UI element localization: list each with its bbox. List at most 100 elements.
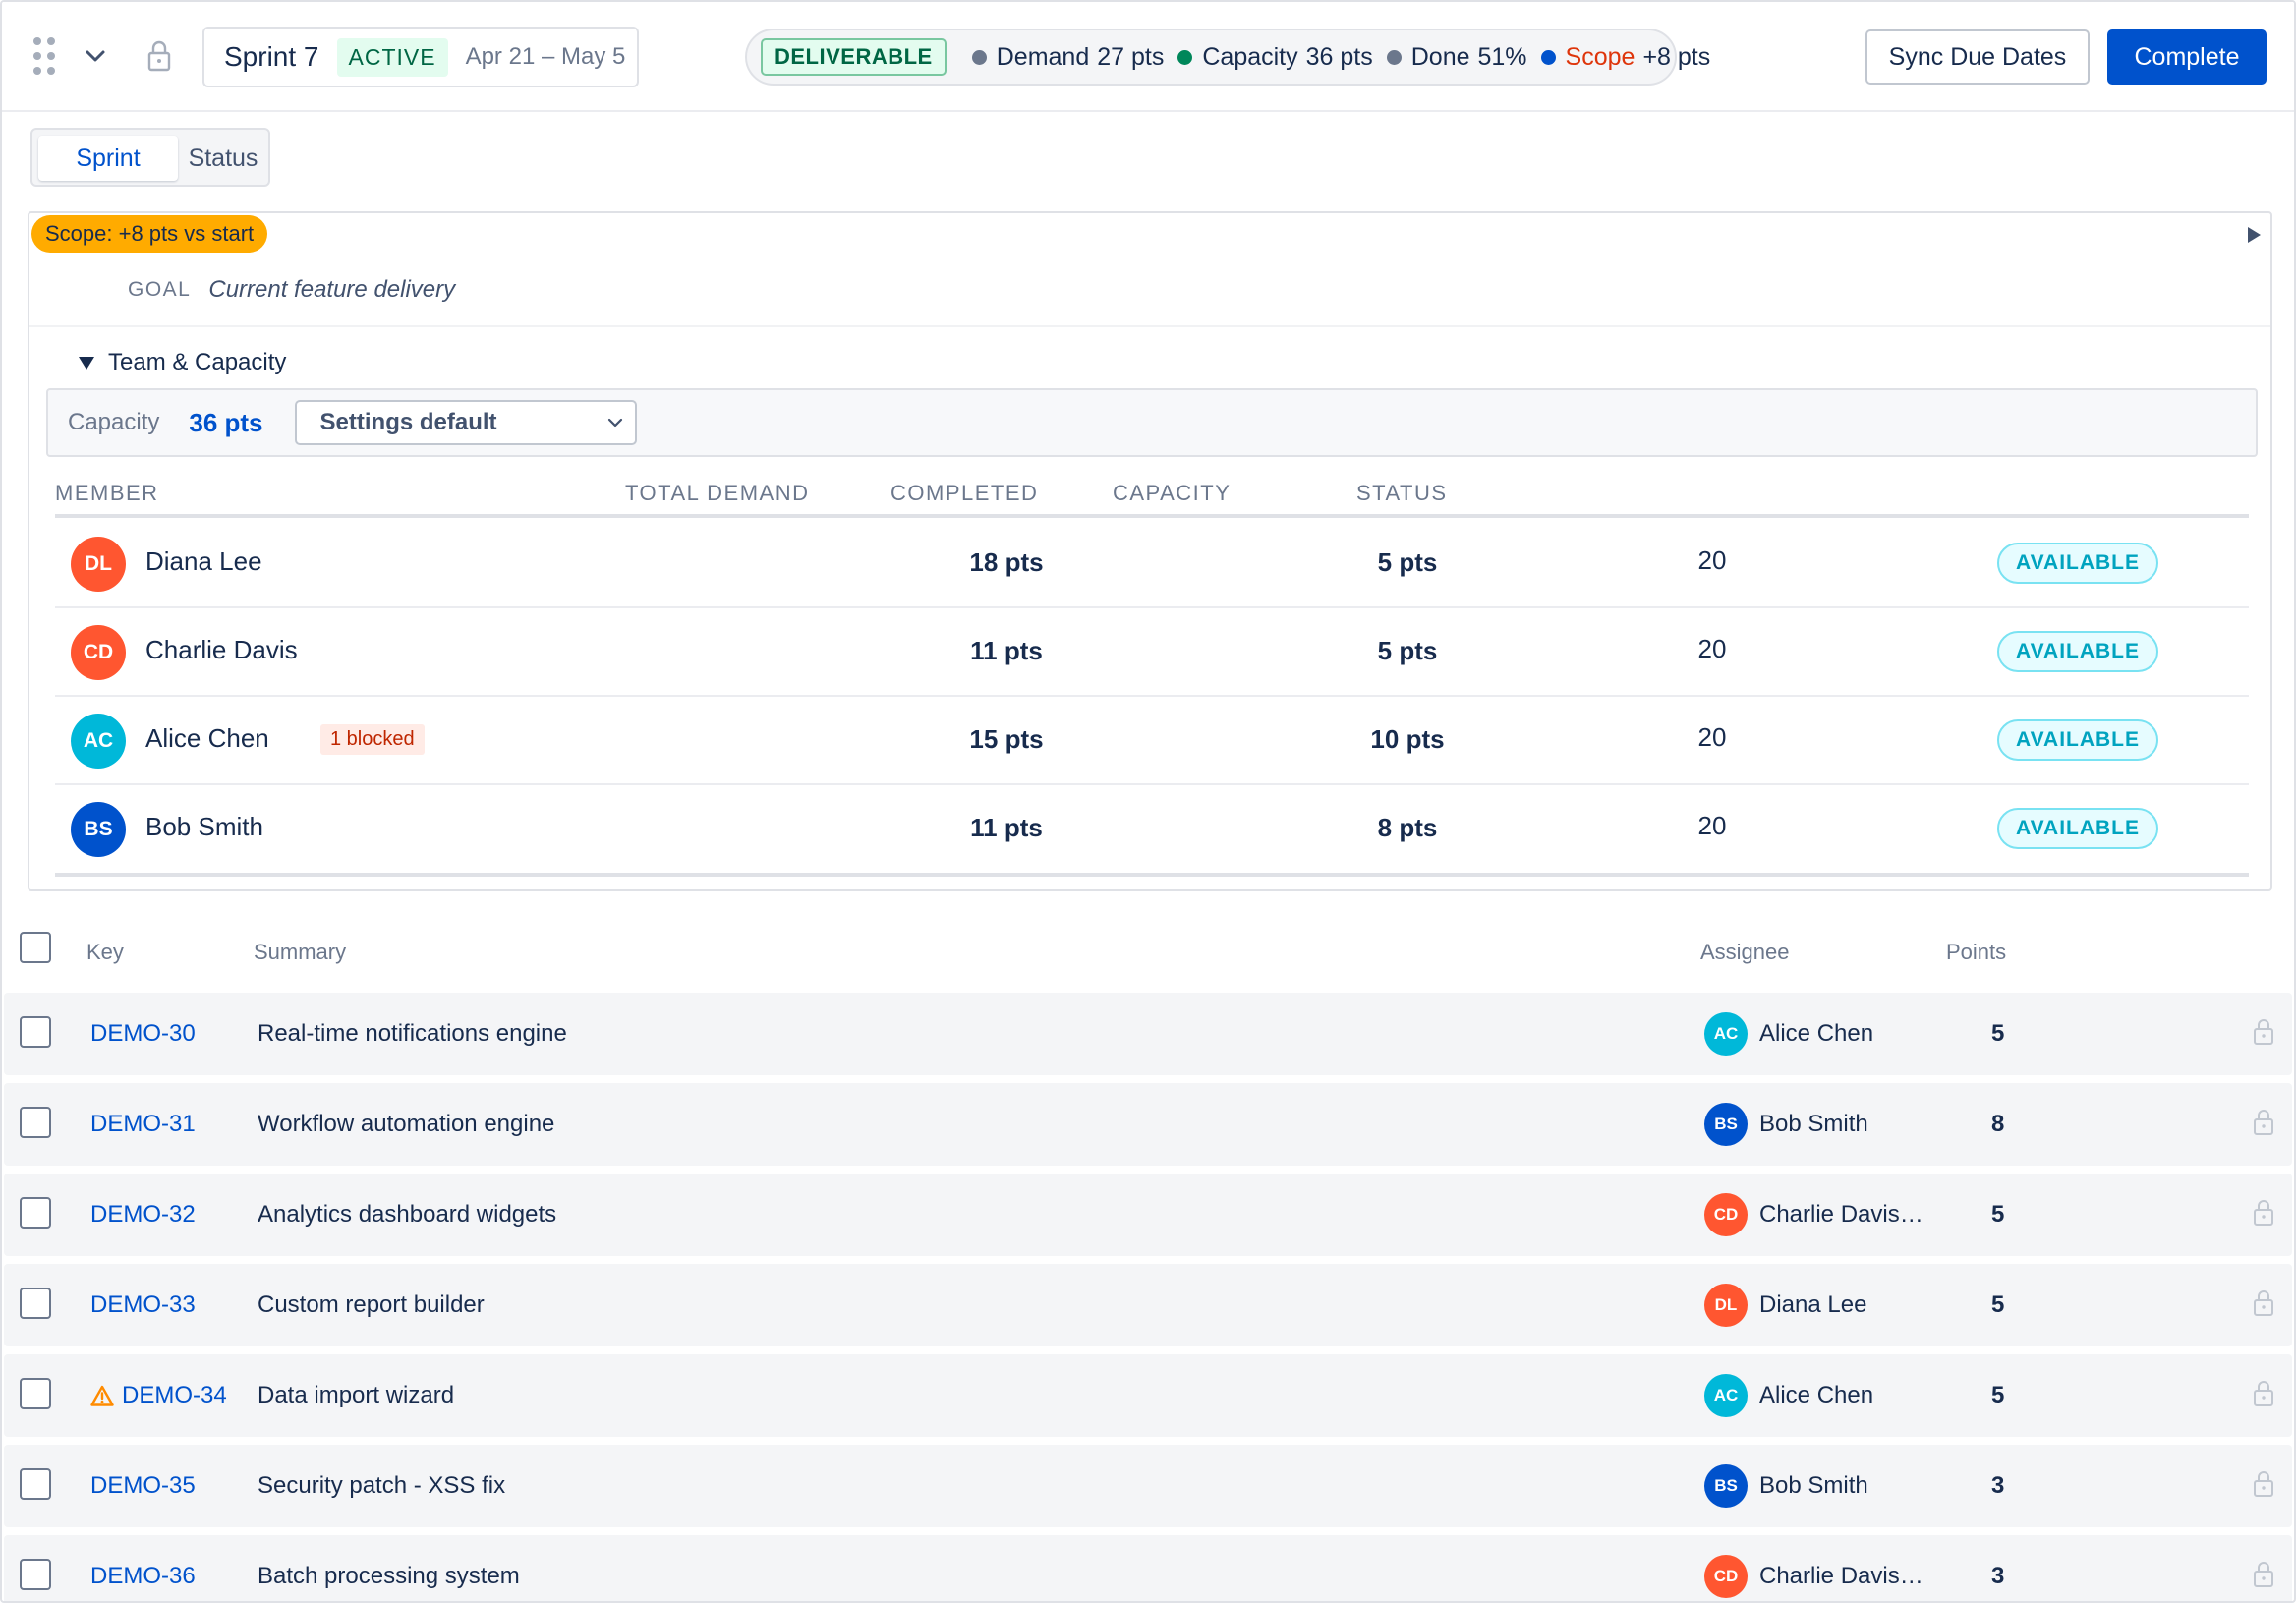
issue-summary[interactable]: Analytics dashboard widgets	[258, 1201, 557, 1228]
row-checkbox[interactable]	[20, 1288, 51, 1319]
issue-row[interactable]: DEMO-36 Batch processing system CD Charl…	[4, 1535, 2292, 1601]
sprint-info[interactable]: Sprint 7 ACTIVE Apr 21 – May 5	[202, 27, 639, 87]
lock-icon[interactable]	[2253, 1109, 2274, 1136]
metric-scope: Scope +8 pts	[1540, 43, 1710, 72]
member-row[interactable]: CD Charlie Davis 11 pts 5 pts 20 AVAILAB…	[55, 608, 2249, 697]
member-capacity[interactable]: 20	[1697, 634, 1727, 663]
assignee-name: Bob Smith	[1759, 1111, 1868, 1137]
member-row[interactable]: DL Diana Lee 18 pts 5 pts 20 AVAILABLE	[55, 520, 2249, 608]
status-badge: AVAILABLE	[1997, 543, 2158, 584]
issue-row[interactable]: DEMO-32 Analytics dashboard widgets CD C…	[4, 1174, 2292, 1256]
issue-key-link[interactable]: DEMO-33	[90, 1291, 196, 1318]
table-header-divider	[55, 514, 2249, 518]
metric-value: 27 pts	[1097, 42, 1165, 71]
member-capacity[interactable]: 20	[1697, 722, 1727, 752]
issue-key-link[interactable]: DEMO-32	[90, 1201, 196, 1228]
issue-summary[interactable]: Security patch - XSS fix	[258, 1472, 506, 1499]
issue-summary[interactable]: Workflow automation engine	[258, 1111, 555, 1137]
assignee-name: Bob Smith	[1759, 1472, 1868, 1499]
metric-value: 36 pts	[1305, 42, 1373, 71]
column-member[interactable]: MEMBER	[55, 481, 159, 505]
avatar: CD	[1704, 1555, 1748, 1598]
assignee-name: Charlie Davis…	[1759, 1201, 1923, 1228]
issue-summary[interactable]: Data import wizard	[258, 1382, 455, 1408]
row-checkbox[interactable]	[20, 1468, 51, 1500]
member-name: Bob Smith	[145, 812, 263, 841]
metric-dot-scope	[1540, 49, 1556, 65]
column-key[interactable]: Key	[86, 940, 124, 964]
divider	[29, 325, 2270, 327]
avatar: AC	[1704, 1012, 1748, 1056]
member-completed: 10 pts	[1370, 724, 1445, 754]
issue-key-link[interactable]: DEMO-35	[90, 1472, 196, 1499]
capacity-label: Capacity	[68, 409, 160, 435]
column-summary[interactable]: Summary	[254, 940, 347, 964]
team-capacity-toggle[interactable]: Team & Capacity	[79, 349, 286, 376]
member-name: Diana Lee	[145, 546, 262, 576]
issue-points: 8	[1991, 1111, 2005, 1137]
expand-arrow-icon[interactable]	[2248, 227, 2261, 243]
warning-icon	[90, 1385, 114, 1406]
select-all-checkbox[interactable]	[20, 932, 51, 963]
avatar: BS	[1704, 1464, 1748, 1508]
capacity-select-value: Settings default	[319, 409, 497, 435]
tab-sprint[interactable]: Sprint	[38, 136, 178, 181]
member-capacity[interactable]: 20	[1697, 545, 1727, 575]
metric-label: Done	[1410, 42, 1470, 71]
issue-key-link[interactable]: DEMO-34	[90, 1382, 227, 1409]
row-checkbox[interactable]	[20, 1378, 51, 1409]
team-capacity-label: Team & Capacity	[108, 349, 287, 375]
row-checkbox[interactable]	[20, 1107, 51, 1138]
issue-row[interactable]: DEMO-31 Workflow automation engine BS Bo…	[4, 1083, 2292, 1166]
issues-table-header: Key Summary Assignee Points	[2, 926, 2294, 981]
member-row[interactable]: AC Alice Chen 1 blocked 15 pts 10 pts 20…	[55, 697, 2249, 785]
member-capacity[interactable]: 20	[1697, 811, 1727, 840]
member-demand: 15 pts	[969, 724, 1044, 754]
issue-key-link[interactable]: DEMO-36	[90, 1563, 196, 1589]
status-badge: AVAILABLE	[1997, 808, 2158, 849]
lock-icon[interactable]	[2253, 1380, 2274, 1407]
drag-handle-icon[interactable]	[33, 37, 57, 77]
column-capacity[interactable]: CAPACITY	[1113, 481, 1232, 505]
issue-row[interactable]: DEMO-33 Custom report builder DL Diana L…	[4, 1264, 2292, 1346]
avatar: BS	[1704, 1103, 1748, 1146]
issue-key-link[interactable]: DEMO-31	[90, 1111, 196, 1137]
lock-icon[interactable]	[145, 39, 173, 73]
avatar: CD	[1704, 1193, 1748, 1236]
row-checkbox[interactable]	[20, 1197, 51, 1229]
lock-icon[interactable]	[2253, 1470, 2274, 1498]
column-points[interactable]: Points	[1946, 940, 2007, 964]
metric-dot-done	[1386, 49, 1402, 65]
lock-icon[interactable]	[2253, 1561, 2274, 1588]
column-total-demand[interactable]: TOTAL DEMAND	[625, 481, 810, 505]
capacity-settings-select[interactable]: Settings default	[294, 400, 637, 445]
sync-due-dates-button[interactable]: Sync Due Dates	[1866, 29, 2090, 85]
metric-capacity: Capacity 36 pts	[1177, 42, 1373, 72]
row-checkbox[interactable]	[20, 1559, 51, 1590]
row-checkbox[interactable]	[20, 1016, 51, 1048]
goal-value[interactable]: Current feature delivery	[208, 276, 456, 303]
issue-row[interactable]: DEMO-34 Data import wizard AC Alice Chen…	[4, 1354, 2292, 1437]
lock-icon[interactable]	[2253, 1018, 2274, 1046]
lock-icon[interactable]	[2253, 1199, 2274, 1227]
column-status[interactable]: STATUS	[1356, 481, 1448, 505]
issue-points: 5	[1991, 1291, 2005, 1318]
column-assignee[interactable]: Assignee	[1700, 940, 1790, 964]
complete-sprint-button[interactable]: Complete	[2107, 29, 2267, 85]
issue-key-link[interactable]: DEMO-30	[90, 1020, 196, 1047]
issue-summary[interactable]: Custom report builder	[258, 1291, 485, 1318]
issue-row[interactable]: DEMO-35 Security patch - XSS fix BS Bob …	[4, 1445, 2292, 1527]
issue-summary[interactable]: Batch processing system	[258, 1563, 520, 1589]
issue-summary[interactable]: Real-time notifications engine	[258, 1020, 567, 1047]
tab-status[interactable]: Status	[188, 143, 258, 172]
view-toggle: Sprint Status	[30, 128, 270, 187]
chevron-down-icon[interactable]	[81, 41, 110, 71]
issue-key-text: DEMO-34	[122, 1382, 227, 1408]
column-completed[interactable]: COMPLETED	[890, 481, 1039, 505]
member-row[interactable]: BS Bob Smith 11 pts 8 pts 20 AVAILABLE	[55, 785, 2249, 874]
issue-row[interactable]: DEMO-30 Real-time notifications engine A…	[4, 993, 2292, 1075]
metric-dot-capacity	[1177, 49, 1193, 65]
assignee-name: Alice Chen	[1759, 1020, 1874, 1047]
lock-icon[interactable]	[2253, 1289, 2274, 1317]
sprint-status-badge: ACTIVE	[336, 37, 448, 77]
